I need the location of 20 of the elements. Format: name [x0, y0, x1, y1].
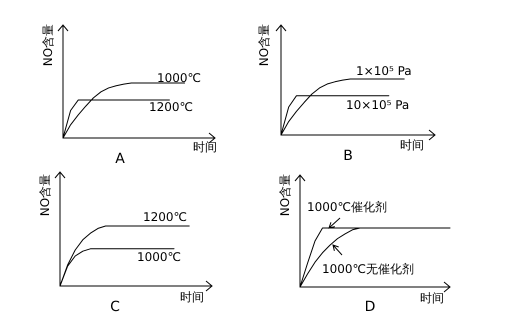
y-axis-title: NO含量 [38, 174, 52, 216]
x-axis-title: 时间 [420, 291, 444, 305]
y-axis-title: NO含量 [41, 24, 55, 66]
text: A [115, 151, 126, 167]
text: D [364, 299, 376, 315]
series-label: 10×10⁵ Pa [346, 98, 410, 112]
x-axis-title: 时间 [193, 140, 217, 154]
x-axis-title: 时间 [180, 290, 204, 304]
text: B [343, 148, 353, 164]
x-axis-title: 时间 [400, 138, 424, 152]
series-label: 1000℃ [137, 250, 182, 264]
y-axis-title: NO含量 [257, 24, 271, 66]
series-label: 1000℃催化剂 [307, 200, 388, 214]
y-axis-title: NO含量 [278, 174, 292, 216]
series-label: 1×10⁵ Pa [356, 64, 412, 78]
legend-label: 1000℃无催化剂 [322, 262, 414, 276]
text: C [110, 299, 120, 315]
series-label: 1200℃ [143, 210, 188, 224]
series-label: 1200℃ [149, 100, 194, 114]
series-label: 1000℃ [157, 71, 202, 85]
